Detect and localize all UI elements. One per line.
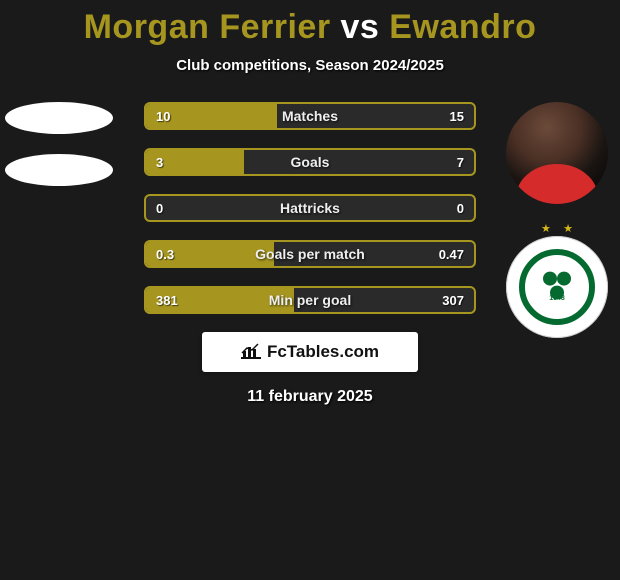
star-icon: ★ [563,222,573,235]
stat-label: Matches [146,104,474,128]
player1-name: Morgan Ferrier [84,8,331,46]
subtitle: Club competitions, Season 2024/2025 [0,57,620,74]
player1-photo-placeholder [5,102,113,134]
title-vs: vs [341,8,380,46]
star-icon: ★ [541,222,551,235]
comparison-card: Morgan Ferrier vs Ewandro Club competiti… [0,0,620,580]
content-row: 1015Matches 37Goals 00Hattricks 0.30.47Goal… [0,102,620,314]
left-column [5,102,125,206]
stat-bar: 1015Matches [144,102,476,130]
stat-label: Goals per match [146,242,474,266]
page-title: Morgan Ferrier vs Ewandro [0,0,620,47]
right-column: ★ ★ 1948 [502,102,612,338]
stat-label: Min per goal [146,288,474,312]
stat-label: Goals [146,150,474,174]
player2-club-logo: ★ ★ 1948 [506,236,608,338]
club-year: 1948 [506,295,608,302]
player1-club-placeholder [5,154,113,186]
stat-bars: 1015Matches 37Goals 00Hattricks 0.30.47Goal… [144,102,476,314]
brand-text: FcTables.com [267,342,379,362]
stat-label: Hattricks [146,196,474,220]
stat-bar: 00Hattricks [144,194,476,222]
bar-chart-icon [241,343,261,361]
brand-badge: FcTables.com [202,332,418,372]
player2-name: Ewandro [389,8,536,46]
stat-bar: 381307Min per goal [144,286,476,314]
player2-photo [506,102,608,204]
date-text: 11 february 2025 [0,388,620,406]
stat-bar: 37Goals [144,148,476,176]
stat-bar: 0.30.47Goals per match [144,240,476,268]
